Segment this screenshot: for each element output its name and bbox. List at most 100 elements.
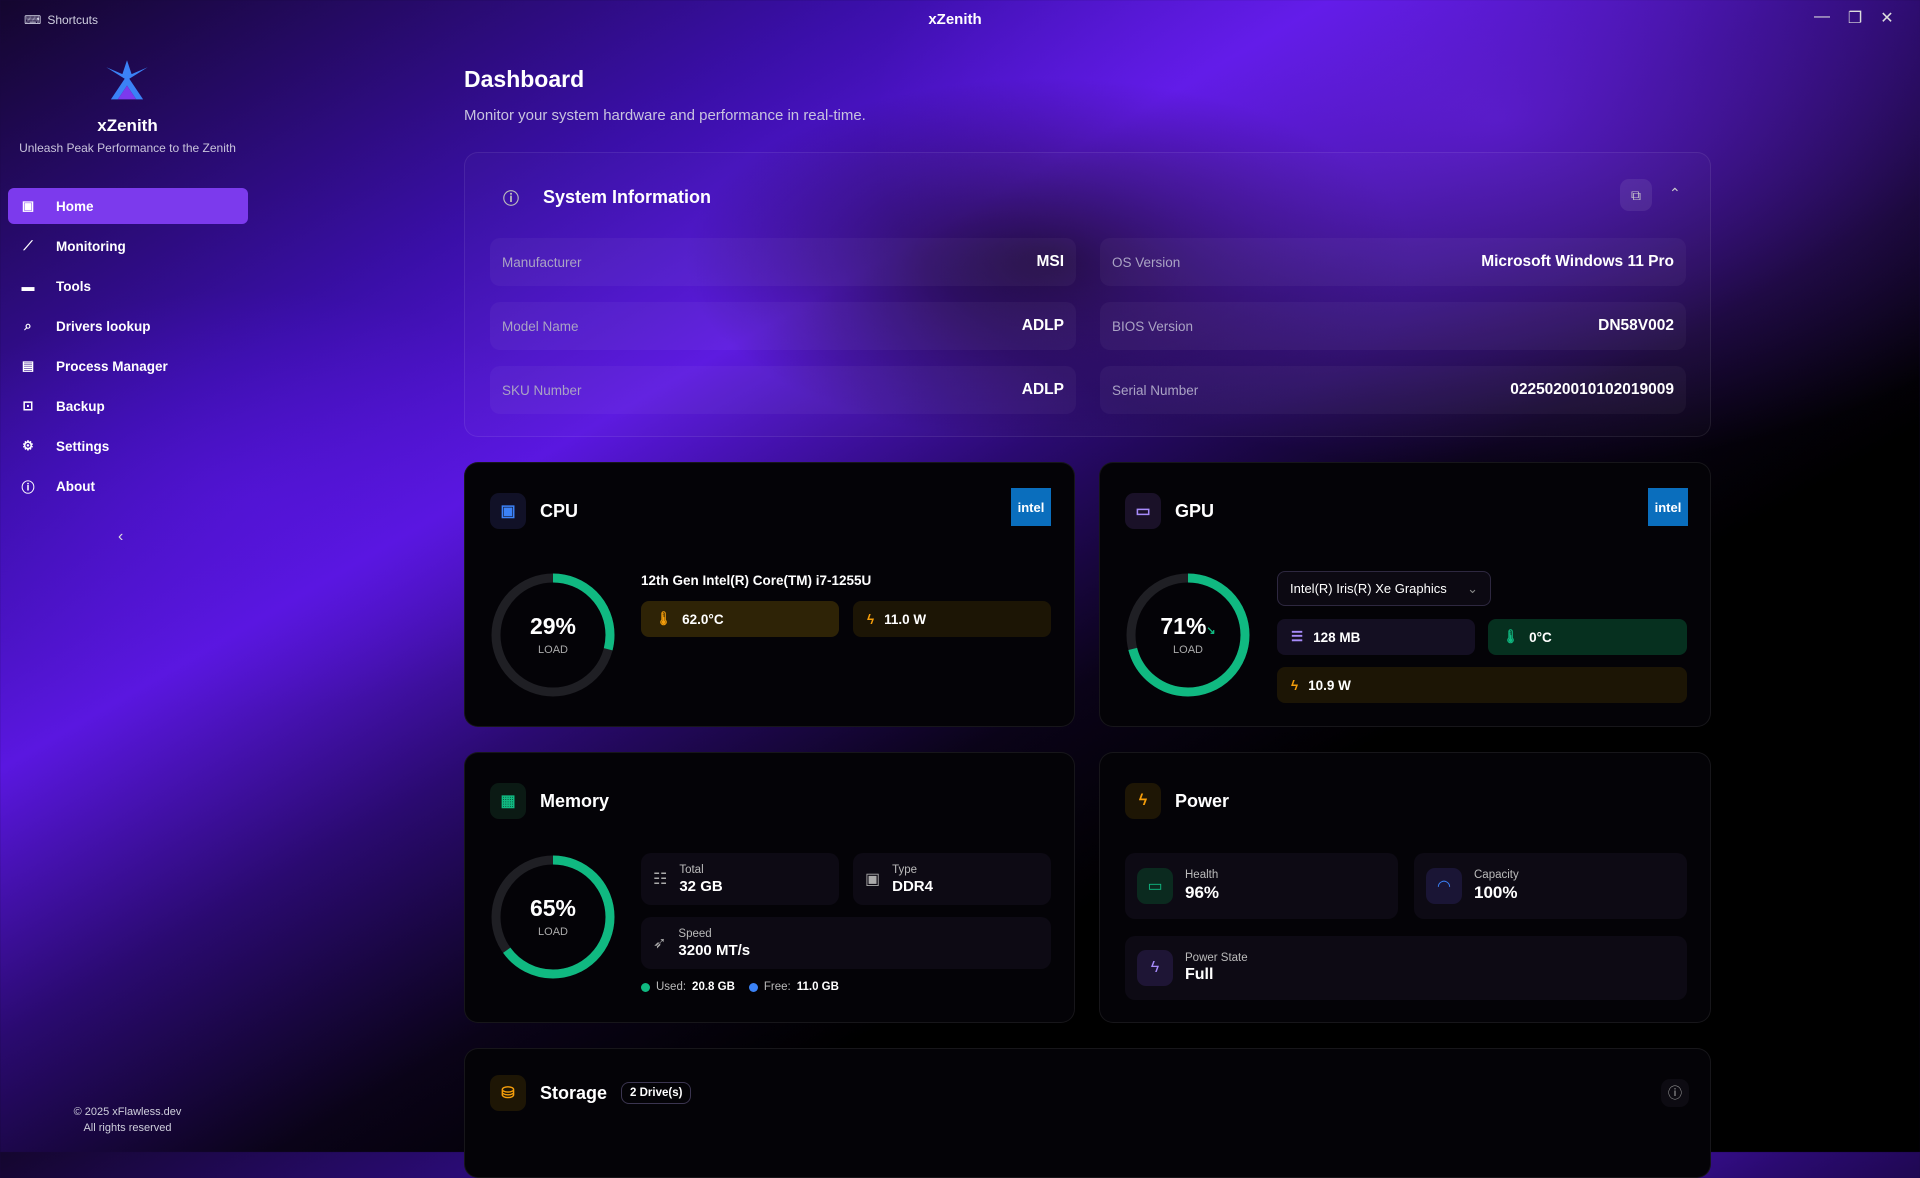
info-row: Serial Number 02250200101020190​09 <box>1100 366 1686 414</box>
info-icon: ⓘ <box>502 191 519 208</box>
title-bar: ⌨ Shortcuts xZenith — ❐ ✕ <box>0 0 1920 40</box>
load-label: LOAD <box>538 644 568 656</box>
footer: © 2025 xFlawless.dev All rights reserved <box>0 1104 255 1136</box>
tile-label: Total <box>679 863 704 876</box>
info-value: DN58V002 <box>1598 317 1674 334</box>
gear-icon: ⚙ <box>22 438 34 453</box>
cpu-power: ϟ 11.0 W <box>853 601 1051 637</box>
memory-legend: Used: 20.8 GB Free: 11.0 GB <box>641 981 839 993</box>
intel-logo: intel <box>1648 488 1688 526</box>
keyboard-icon: ⌨ <box>24 13 42 27</box>
card-title: CPU <box>540 500 579 521</box>
sidebar-item-settings[interactable]: ⚙ Settings <box>8 428 248 464</box>
chart-icon: ⟋ <box>23 238 33 253</box>
shortcuts-label: Shortcuts <box>47 13 99 27</box>
tile-value: 100% <box>1474 883 1518 902</box>
memory-total: ☷ Total 32 GB <box>641 853 839 905</box>
sidebar-item-label: Settings <box>56 438 110 454</box>
sidebar-item-backup[interactable]: ⊡ Backup <box>8 388 248 424</box>
search-icon: ⌕ <box>24 318 32 333</box>
sidebar-item-tools[interactable]: ▬ Tools <box>8 268 248 304</box>
thermometer-icon: 🌡︎ <box>1502 629 1520 644</box>
maximize-button[interactable]: ❐ <box>1847 10 1863 27</box>
process-icon: ▤ <box>21 358 35 373</box>
rights: All rights reserved <box>83 1122 172 1134</box>
collapse-chevron-icon[interactable]: ⌃ <box>1669 185 1681 201</box>
battery-charging-icon: ϟ <box>1125 783 1161 819</box>
gpu-vram: ☰ 128 MB <box>1277 619 1475 655</box>
tile-value: DDR4 <box>892 877 933 895</box>
load-arc <box>491 855 615 979</box>
power-value: 11.0 W <box>884 611 927 627</box>
storage-info-button[interactable]: ⓘ <box>1661 1079 1689 1107</box>
load-arc <box>1126 573 1250 697</box>
sidebar-item-monitoring[interactable]: ⟋ Monitoring <box>8 228 248 264</box>
sidebar-item-process-manager[interactable]: ▤ Process Manager <box>8 348 248 384</box>
tile-value: Full <box>1185 966 1214 983</box>
info-row: Manufacturer MSI <box>490 238 1076 286</box>
app-tagline: Unleash Peak Performance to the Zenith <box>19 141 236 155</box>
info-value: Microsoft Windows 11 Pro <box>1481 253 1674 270</box>
gpu-power: ϟ 10.9 W <box>1277 667 1687 703</box>
bolt-icon: ϟ <box>1291 677 1299 693</box>
battery-icon: ▭ <box>1137 868 1173 904</box>
tile-label: Health <box>1185 869 1219 881</box>
memory-icon: ☰ <box>1291 629 1304 644</box>
cpu-model: 12th Gen Intel(R) Core(TM) i7-1255U <box>641 573 872 588</box>
drive-icon: ⛁ <box>490 1075 526 1111</box>
gpu-select[interactable]: Intel(R) Iris(R) Xe Graphics ⌄ <box>1277 571 1491 606</box>
info-icon: ⓘ <box>1668 1085 1682 1101</box>
info-key: Model Name <box>502 318 579 334</box>
load-label: LOAD <box>538 926 568 938</box>
cpu-card: ▣ CPU intel 29% LOAD 12th Gen Intel(R) Cor… <box>464 462 1075 727</box>
memory-type: ▣ Type DDR4 <box>853 853 1051 905</box>
load-percent: 71% <box>1160 613 1207 639</box>
sidebar-item-label: Backup <box>56 398 105 414</box>
battery-health: ▭ Health 96% <box>1125 853 1398 919</box>
battery-capacity: ◠ Capacity 100% <box>1414 853 1687 919</box>
sidebar-item-label: Drivers lookup <box>56 318 151 334</box>
card-title: Storage <box>540 1082 608 1103</box>
system-information-card: ⓘ System Information ⧉ ⌃ Manufacturer MSI … <box>464 152 1711 437</box>
ram-icon: ▦ <box>490 783 526 819</box>
chevron-down-icon: ⌄ <box>1467 580 1478 596</box>
tile-label: Type <box>892 863 918 876</box>
tile-label: Power State <box>1185 952 1248 964</box>
info-icon: ⓘ <box>21 479 35 495</box>
drive-count-badge: 2 Drive(s) <box>621 1082 692 1104</box>
free-value: 11.0 GB <box>796 981 839 993</box>
rocket-icon: ➶ <box>653 935 667 952</box>
storage-card: ⛁ Storage 2 Drive(s) ⓘ <box>464 1048 1711 1178</box>
close-button[interactable]: ✕ <box>1880 10 1894 27</box>
sidebar-item-home[interactable]: ▣ Home <box>8 188 248 224</box>
card-title: Memory <box>540 790 610 811</box>
used-dot <box>641 982 650 992</box>
gpu-card: ▭ GPU intel 71%↘ LOAD Intel(R) Iris(R) Xe … <box>1099 462 1711 727</box>
copy-button[interactable]: ⧉ <box>1620 179 1652 211</box>
vram-value: 128 MB <box>1313 629 1361 645</box>
shortcuts-button[interactable]: ⌨ Shortcuts <box>24 13 98 27</box>
sidebar-item-label: Monitoring <box>56 238 126 254</box>
chip-icon: ▣ <box>865 871 881 888</box>
free-label: Free: <box>763 981 791 993</box>
info-key: OS Version <box>1112 254 1181 270</box>
used-value: 20.8 GB <box>692 981 735 993</box>
cpu-icon: ▣ <box>490 493 526 529</box>
cpu-temp: 🌡︎ 62.0°C <box>641 601 839 637</box>
collapse-sidebar-button[interactable]: ‹ <box>118 528 124 545</box>
minimize-button[interactable]: — <box>1814 8 1830 25</box>
copy-icon: ⧉ <box>1631 186 1641 203</box>
info-value: 02250200101020190​09 <box>1510 381 1674 398</box>
trend-down-icon: ↘ <box>1206 625 1216 637</box>
sidebar-nav: ▣ Home ⟋ Monitoring ▬ Tools ⌕ Drivers lookup… <box>8 188 248 508</box>
info-value: MSI <box>1036 253 1064 270</box>
free-dot <box>748 982 758 992</box>
memory-card: ▦ Memory 65% LOAD ☷ Total 32 GB ▣ Type DDR4 ➶ S… <box>464 752 1075 1023</box>
info-row: BIOS Version DN58V002 <box>1100 302 1686 350</box>
page-title: Dashboard <box>464 66 585 92</box>
gpu-load-gauge <box>1126 573 1250 697</box>
sidebar-item-about[interactable]: ⓘ About <box>8 468 248 504</box>
sidebar-item-drivers-lookup[interactable]: ⌕ Drivers lookup <box>8 308 248 344</box>
sidebar-item-label: About <box>56 478 95 494</box>
info-key: Serial Number <box>1112 382 1199 398</box>
